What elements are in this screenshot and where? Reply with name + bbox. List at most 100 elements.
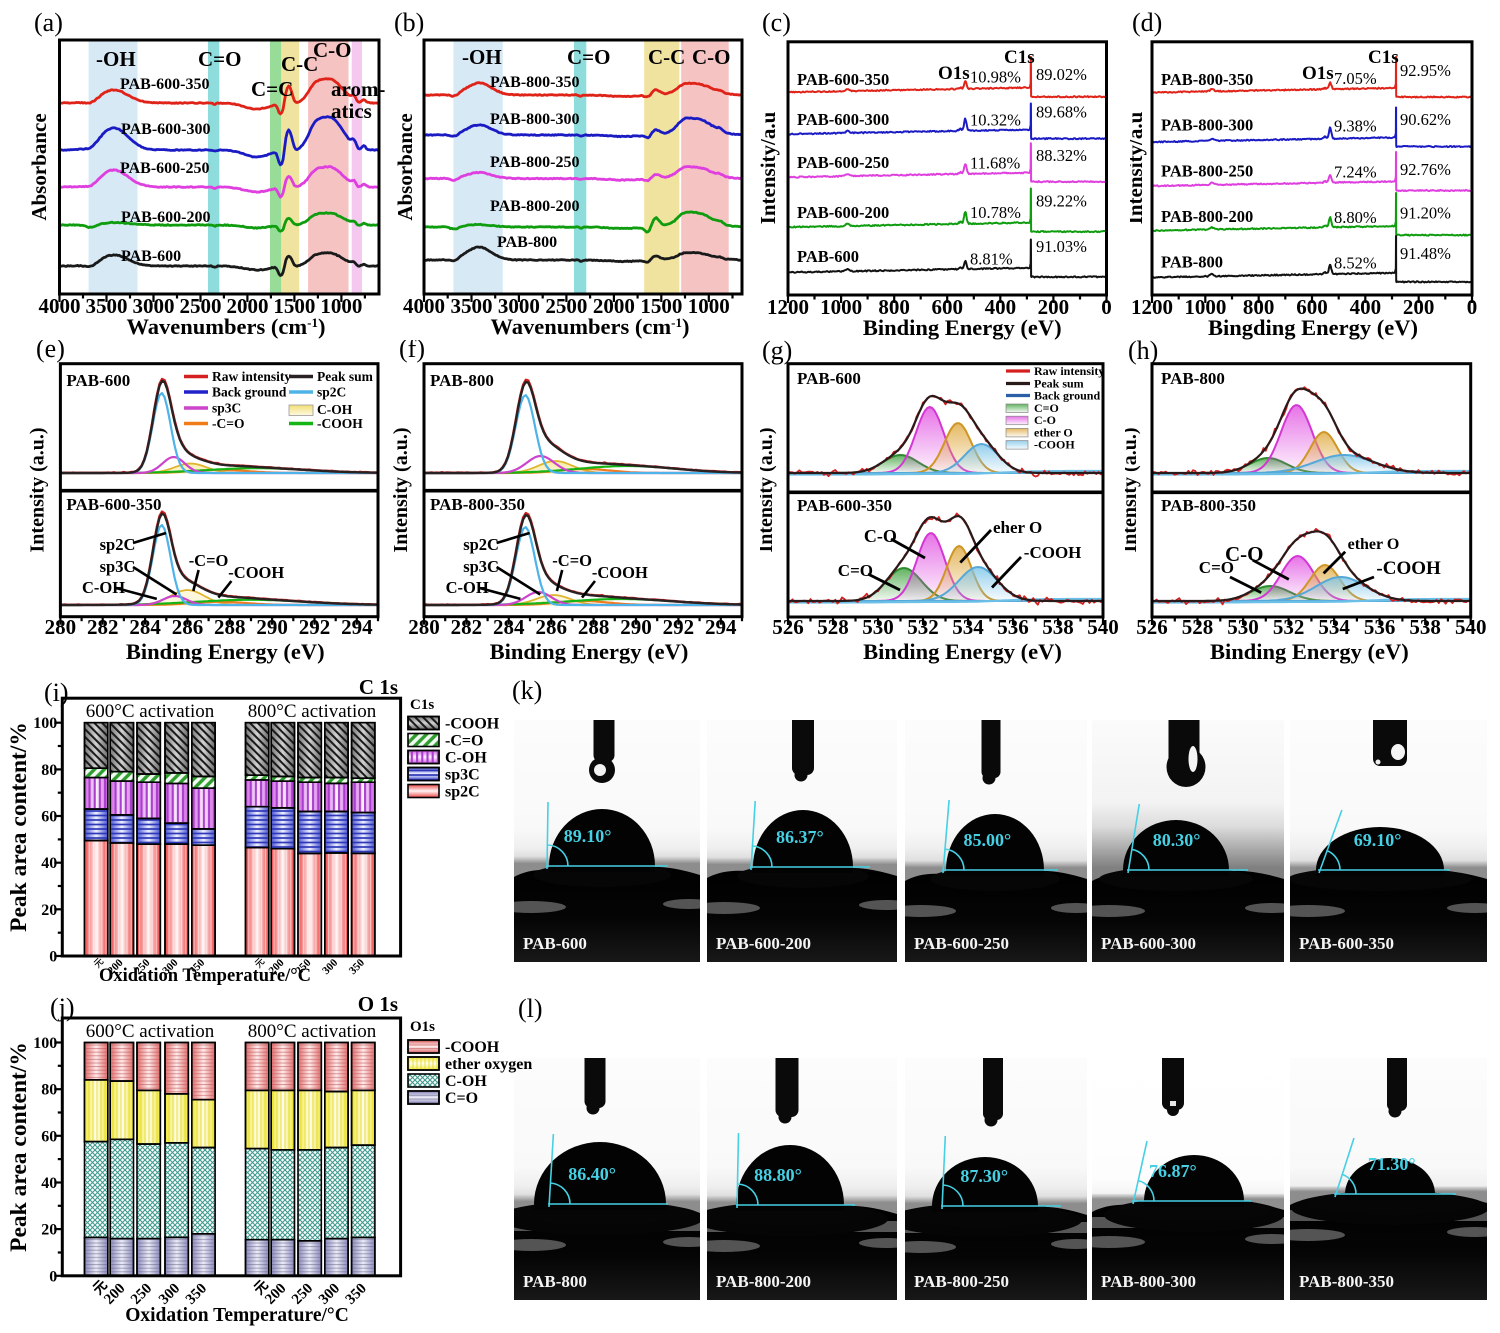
svg-text:0: 0 (1101, 295, 1112, 319)
svg-text:294: 294 (341, 615, 373, 639)
svg-text:C1s: C1s (1004, 47, 1035, 68)
svg-text:Intensity/a.u: Intensity/a.u (760, 111, 780, 224)
svg-text:Bingding Energy (eV): Bingding Energy (eV) (1208, 315, 1418, 340)
svg-text:C-O: C-O (1034, 413, 1056, 427)
svg-text:sp3C: sp3C (100, 557, 136, 576)
svg-text:Oxidation Temperature/°C: Oxidation Temperature/°C (99, 966, 311, 986)
svg-text:-C=O: -C=O (189, 551, 229, 570)
svg-text:C=O: C=O (838, 561, 873, 580)
svg-text:300: 300 (320, 956, 341, 977)
svg-text:O1s: O1s (938, 63, 970, 84)
svg-text:200: 200 (101, 1281, 128, 1308)
svg-text:PAB-800-350: PAB-800-350 (430, 495, 525, 514)
svg-text:1000: 1000 (320, 294, 362, 318)
svg-text:PAB-800: PAB-800 (1161, 369, 1225, 388)
svg-text:C=O: C=O (1034, 401, 1059, 415)
svg-text:280: 280 (408, 615, 440, 639)
svg-text:C-O: C-O (864, 526, 897, 546)
svg-text:-COOH: -COOH (1024, 543, 1082, 562)
svg-text:ether O: ether O (1034, 425, 1073, 439)
svg-text:86.37°: 86.37° (776, 827, 824, 847)
svg-text:536: 536 (997, 615, 1029, 639)
svg-text:PAB-600-300: PAB-600-300 (121, 121, 210, 138)
svg-text:C 1s: C 1s (359, 680, 398, 699)
svg-text:Absorbance: Absorbance (393, 113, 417, 220)
svg-text:286: 286 (535, 615, 567, 639)
svg-text:91.48%: 91.48% (1400, 244, 1451, 263)
svg-text:200: 200 (262, 1281, 289, 1308)
svg-text:300: 300 (316, 1281, 343, 1308)
svg-text:2500: 2500 (545, 294, 587, 318)
svg-text:-OH: -OH (96, 47, 136, 71)
svg-text:1500: 1500 (273, 294, 315, 318)
svg-text:PAB-800: PAB-800 (497, 234, 557, 251)
svg-text:400: 400 (1350, 295, 1382, 319)
svg-text:PAB-600-250: PAB-600-250 (914, 934, 1009, 953)
svg-text:540: 540 (1087, 615, 1119, 639)
svg-text:3000: 3000 (498, 294, 540, 318)
svg-text:(h): (h) (1128, 340, 1158, 365)
svg-text:PAB-800-350: PAB-800-350 (490, 74, 579, 91)
svg-text:PAB-600: PAB-600 (797, 369, 861, 388)
svg-text:280: 280 (45, 615, 77, 639)
svg-text:290: 290 (620, 615, 652, 639)
svg-text:C=O: C=O (198, 47, 241, 71)
svg-text:Raw intensity: Raw intensity (1034, 364, 1104, 378)
svg-text:4000: 4000 (403, 294, 445, 318)
svg-text:20: 20 (41, 1222, 57, 1239)
svg-text:PAB-600: PAB-600 (66, 371, 130, 390)
svg-text:60: 60 (41, 1128, 57, 1145)
svg-text:7.05%: 7.05% (1334, 69, 1377, 88)
svg-text:600: 600 (1296, 295, 1328, 319)
svg-text:C-OH: C-OH (445, 1073, 487, 1090)
svg-text:C-OH: C-OH (446, 578, 489, 597)
svg-text:atics: atics (331, 99, 372, 123)
svg-text:10.98%: 10.98% (970, 68, 1021, 87)
svg-text:282: 282 (87, 615, 119, 639)
svg-text:-COOH: -COOH (228, 563, 284, 582)
svg-text:PAB-600-350: PAB-600-350 (66, 495, 161, 514)
svg-text:80: 80 (41, 762, 57, 779)
svg-text:85.00°: 85.00° (964, 830, 1012, 850)
svg-text:PAB-600-350: PAB-600-350 (120, 76, 209, 93)
svg-text:PAB-800-350: PAB-800-350 (1299, 1272, 1394, 1291)
svg-text:300: 300 (156, 1281, 183, 1308)
svg-text:100: 100 (33, 1035, 57, 1052)
svg-text:PAB-600-200: PAB-600-200 (797, 203, 889, 222)
svg-text:3500: 3500 (85, 294, 127, 318)
svg-text:Oxidation Temperature/°C: Oxidation Temperature/°C (125, 1305, 349, 1326)
svg-text:C=O: C=O (567, 45, 610, 69)
svg-text:sp2C: sp2C (463, 535, 499, 554)
svg-text:sp3C: sp3C (445, 767, 480, 784)
svg-text:89.02%: 89.02% (1036, 65, 1087, 84)
svg-text:sp3C: sp3C (212, 401, 241, 416)
svg-text:PAB-800-200: PAB-800-200 (490, 198, 579, 215)
svg-text:532: 532 (907, 615, 939, 639)
svg-text:(c): (c) (762, 8, 791, 37)
svg-text:PAB-600-350: PAB-600-350 (797, 496, 892, 515)
svg-text:71.30°: 71.30° (1368, 1154, 1416, 1174)
svg-text:C=O: C=O (1199, 558, 1234, 577)
svg-text:91.20%: 91.20% (1400, 204, 1451, 223)
svg-text:C-C: C-C (281, 52, 318, 76)
svg-text:11.68%: 11.68% (970, 153, 1021, 172)
svg-text:400: 400 (985, 295, 1017, 319)
svg-text:C-C: C-C (648, 45, 685, 69)
svg-text:Back ground: Back ground (1034, 389, 1100, 403)
svg-text:3000: 3000 (132, 294, 174, 318)
svg-text:-COOH: -COOH (445, 716, 500, 733)
svg-text:O 1s: O 1s (358, 992, 398, 1016)
svg-text:Peak sum: Peak sum (1034, 377, 1084, 391)
svg-text:C1s: C1s (410, 697, 434, 713)
svg-text:0: 0 (1467, 295, 1478, 319)
svg-text:800°C activation: 800°C activation (248, 701, 377, 722)
svg-text:arom-: arom- (331, 77, 385, 101)
svg-text:534: 534 (952, 615, 984, 639)
svg-text:528: 528 (817, 615, 849, 639)
svg-text:Intensity (a.u.): Intensity (a.u.) (760, 427, 777, 552)
svg-text:350: 350 (183, 1281, 210, 1308)
svg-text:286: 286 (172, 615, 204, 639)
svg-text:92.76%: 92.76% (1400, 160, 1451, 179)
svg-text:-C=O: -C=O (445, 733, 483, 750)
svg-text:1000: 1000 (688, 294, 730, 318)
